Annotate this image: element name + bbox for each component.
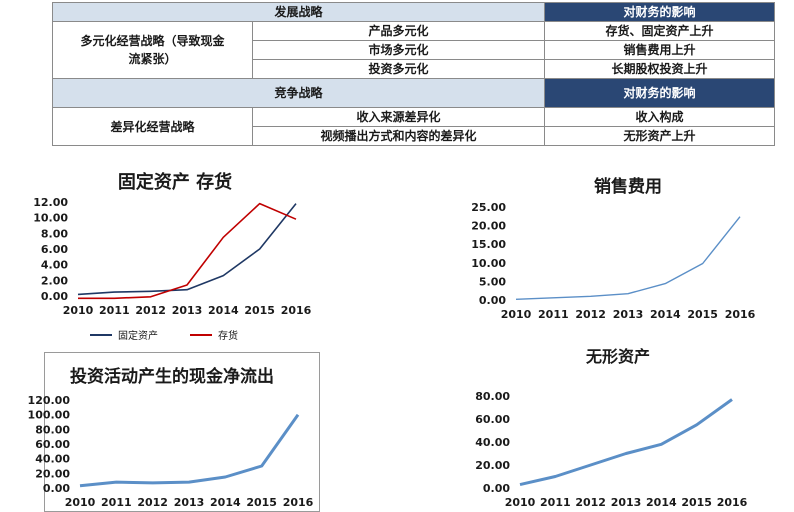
x-tick-label: 2010: [63, 304, 94, 317]
legend-label: 存货: [218, 329, 238, 342]
y-tick-label: 10.00: [471, 257, 506, 270]
y-tick-label: 0.00: [479, 294, 506, 307]
x-tick-label: 2014: [646, 496, 677, 509]
x-tick-label: 2015: [681, 496, 712, 509]
chart-fixed-assets-inventory: 固定资产 存货 0.00 2.00 4.00 6.00 8.00 10.00 12.00 201…: [33, 171, 312, 342]
strategy-cell: 市场多元化: [251, 40, 546, 60]
series-line: [79, 413, 300, 488]
y-tick-label: 6.00: [41, 243, 68, 256]
x-tick-label: 2010: [65, 496, 96, 509]
chart-title: 投资活动产生的现金净流出: [70, 366, 274, 387]
x-tick-label: 2016: [725, 308, 756, 321]
section2-header-row: 竞争战略 对财务的影响: [51, 78, 776, 108]
x-tick-label: 2011: [538, 308, 569, 321]
y-tick-label: 2.00: [41, 274, 68, 287]
impact-header-2: 对财务的影响: [544, 78, 776, 108]
series-line: [77, 203, 297, 296]
y-tick-label: 80.00: [35, 423, 70, 436]
section1-header: 发展战略: [51, 2, 546, 22]
x-tick-label: 2012: [137, 496, 168, 509]
x-tick-label: 2013: [613, 308, 644, 321]
x-tick-label: 2011: [101, 496, 132, 509]
y-tick-label: 0.00: [483, 482, 510, 495]
section2-header: 竞争战略: [51, 78, 546, 108]
x-tick-label: 2013: [611, 496, 642, 509]
y-tick-label: 20.00: [35, 467, 70, 480]
x-tick-label: 2014: [650, 308, 681, 321]
y-tick-label: 20.00: [471, 220, 506, 233]
y-tick-label: 100.00: [28, 409, 71, 422]
chart-sales-expenses: 销售费用 0.00 5.00 10.00 15.00 20.00 25.00 2010 2011…: [471, 176, 756, 321]
chart-intangible-assets: 无形资产 0.00 20.00 40.00 60.00 80.00 2010 2011 2012…: [475, 347, 748, 509]
impact-cell: 收入构成: [544, 107, 776, 127]
impact-cell: 销售费用上升: [544, 40, 776, 60]
section1-label: 多元化经营战略（导致现金流紧张）: [52, 21, 253, 79]
x-tick-label: 2014: [208, 304, 239, 317]
x-tick-label: 2016: [717, 496, 748, 509]
y-tick-label: 5.00: [479, 275, 506, 288]
y-tick-label: 10.00: [33, 212, 68, 225]
section1-header-row: 发展战略 对财务的影响: [51, 2, 776, 22]
table-row: 多元化经营战略（导致现金流紧张） 产品多元化 存货、固定资产上升: [52, 21, 776, 79]
impact-cell: 无形资产上升: [544, 126, 776, 146]
y-tick-label: 120.00: [28, 394, 71, 407]
x-tick-label: 2010: [505, 496, 536, 509]
x-tick-label: 2010: [501, 308, 532, 321]
x-tick-label: 2012: [575, 496, 606, 509]
impact-cell: 存货、固定资产上升: [544, 21, 776, 41]
series-line: [78, 202, 297, 300]
x-tick-label: 2015: [246, 496, 277, 509]
strategy-cell: 投资多元化: [251, 59, 546, 79]
impact-header-1: 对财务的影响: [544, 2, 776, 22]
y-tick-label: 15.00: [471, 238, 506, 251]
x-tick-label: 2013: [174, 496, 205, 509]
legend-label: 固定资产: [118, 329, 158, 342]
x-tick-label: 2014: [210, 496, 241, 509]
strategy-cell: 收入来源差异化: [251, 107, 546, 127]
table-row: 差异化经营战略 收入来源差异化 收入构成: [52, 107, 776, 146]
y-tick-label: 60.00: [35, 438, 70, 451]
table-row: 视频播出方式和内容的差异化 无形资产上升: [53, 126, 776, 146]
x-tick-label: 2012: [135, 304, 166, 317]
chart-title: 无形资产: [585, 347, 650, 366]
x-tick-label: 2015: [687, 308, 718, 321]
y-tick-label: 4.00: [41, 259, 68, 272]
chart-title: 销售费用: [594, 176, 662, 197]
y-tick-label: 8.00: [41, 227, 68, 240]
y-tick-label: 25.00: [471, 201, 506, 214]
impact-cell: 长期股权投资上升: [544, 59, 776, 79]
y-tick-label: 12.00: [33, 196, 68, 209]
x-tick-label: 2016: [281, 304, 312, 317]
series-line: [515, 216, 741, 300]
x-tick-label: 2011: [99, 304, 130, 317]
y-tick-label: 60.00: [475, 413, 510, 426]
y-tick-label: 0.00: [43, 482, 70, 495]
y-tick-label: 40.00: [35, 453, 70, 466]
x-tick-label: 2015: [244, 304, 275, 317]
chart-title: 固定资产 存货: [118, 171, 232, 193]
x-tick-label: 2016: [283, 496, 314, 509]
strategy-cell: 视频播出方式和内容的差异化: [251, 126, 546, 146]
strategy-cell: 产品多元化: [251, 21, 546, 41]
y-tick-label: 80.00: [475, 390, 510, 403]
y-tick-label: 0.00: [41, 290, 68, 303]
x-tick-label: 2012: [575, 308, 606, 321]
section2-label: 差异化经营战略: [52, 107, 253, 146]
strategy-table: 发展战略 对财务的影响 多元化经营战略（导致现金流紧张） 产品多元化 存货、固定…: [51, 2, 776, 146]
y-tick-label: 20.00: [475, 459, 510, 472]
x-tick-label: 2013: [172, 304, 203, 317]
x-tick-label: 2011: [540, 496, 571, 509]
y-tick-label: 40.00: [475, 436, 510, 449]
series-line: [519, 398, 733, 487]
